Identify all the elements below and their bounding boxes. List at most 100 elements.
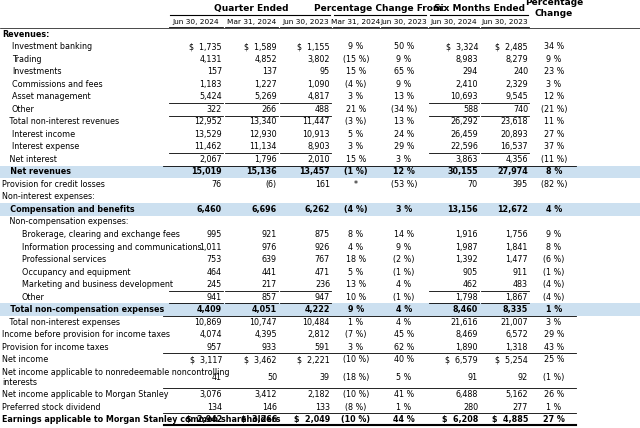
Text: 857: 857 (262, 293, 277, 302)
Text: Jun 30, 2024: Jun 30, 2024 (173, 19, 220, 25)
Text: 1,916: 1,916 (456, 230, 478, 239)
Text: Professional services: Professional services (22, 255, 106, 264)
Text: 3 %: 3 % (348, 143, 364, 152)
Bar (0, 341, 640, 354)
Text: Jun 30, 2024: Jun 30, 2024 (431, 19, 477, 25)
Text: 1,841: 1,841 (506, 243, 528, 252)
Text: 464: 464 (207, 268, 222, 276)
Text: 13,340: 13,340 (250, 117, 277, 126)
Text: 50: 50 (267, 373, 277, 382)
Text: 1,798: 1,798 (456, 293, 478, 302)
Text: 20,893: 20,893 (500, 130, 528, 139)
Text: 95: 95 (320, 67, 330, 76)
Text: 5 %: 5 % (348, 130, 364, 139)
Text: 8,279: 8,279 (505, 55, 528, 64)
Text: Non-interest expenses:: Non-interest expenses: (2, 193, 95, 202)
Text: (10 %): (10 %) (343, 390, 369, 399)
Text: 43 %: 43 % (544, 343, 564, 352)
Text: 947: 947 (315, 293, 330, 302)
Text: $  1,735: $ 1,735 (189, 42, 222, 51)
Text: 22,596: 22,596 (450, 143, 478, 152)
Text: (10 %): (10 %) (343, 355, 369, 364)
Text: 4,222: 4,222 (305, 305, 330, 314)
Bar (0, 316, 640, 328)
Text: Quarter Ended: Quarter Ended (214, 3, 288, 12)
Text: 2,812: 2,812 (307, 330, 330, 339)
Text: 294: 294 (463, 67, 478, 76)
Text: 9 %: 9 % (396, 243, 412, 252)
Text: 277: 277 (513, 403, 528, 412)
Text: 146: 146 (262, 403, 277, 412)
Text: 50 %: 50 % (394, 42, 414, 51)
Text: $  2,221: $ 2,221 (297, 355, 330, 364)
Text: Six Months Ended: Six Months Ended (434, 3, 525, 12)
Text: $  2,942: $ 2,942 (186, 415, 222, 424)
Text: 3,802: 3,802 (307, 55, 330, 64)
Text: 4 %: 4 % (348, 243, 364, 252)
Text: 10,747: 10,747 (250, 318, 277, 327)
Bar (0, 303, 640, 316)
Text: (6 %): (6 %) (543, 255, 564, 264)
Text: 11,447: 11,447 (303, 117, 330, 126)
Text: 15,136: 15,136 (246, 167, 277, 176)
Text: (8 %): (8 %) (346, 403, 367, 412)
Text: 753: 753 (207, 255, 222, 264)
Text: Investments: Investments (12, 67, 61, 76)
Text: 8,983: 8,983 (456, 55, 478, 64)
Text: 5 %: 5 % (348, 268, 364, 276)
Text: 911: 911 (513, 268, 528, 276)
Text: Mar 31, 2024: Mar 31, 2024 (227, 19, 276, 25)
Bar (0, 103, 640, 116)
Text: $  6,208: $ 6,208 (442, 415, 478, 424)
Text: 10,693: 10,693 (451, 92, 478, 101)
Text: 6,572: 6,572 (505, 330, 528, 339)
Text: 25 %: 25 % (544, 355, 564, 364)
Text: 4,409: 4,409 (197, 305, 222, 314)
Text: (4 %): (4 %) (543, 280, 564, 289)
Text: 4 %: 4 % (546, 205, 562, 214)
Text: 12,930: 12,930 (250, 130, 277, 139)
Text: 133: 133 (315, 403, 330, 412)
Text: 41: 41 (212, 373, 222, 382)
Text: 395: 395 (513, 180, 528, 189)
Text: 41 %: 41 % (394, 390, 414, 399)
Text: (10 %): (10 %) (341, 415, 371, 424)
Text: (7 %): (7 %) (345, 330, 367, 339)
Text: 27 %: 27 % (544, 130, 564, 139)
Bar (0, 328, 640, 341)
Text: 2,329: 2,329 (505, 80, 528, 89)
Text: 44 %: 44 % (393, 415, 415, 424)
Text: 4,051: 4,051 (252, 305, 277, 314)
Text: (1 %): (1 %) (394, 268, 415, 276)
Text: 1,796: 1,796 (254, 155, 277, 164)
Text: (4 %): (4 %) (346, 80, 367, 89)
Text: $  3,266: $ 3,266 (241, 415, 277, 424)
Text: Net income applicable to Morgan Stanley: Net income applicable to Morgan Stanley (2, 390, 168, 399)
Text: (15 %): (15 %) (343, 55, 369, 64)
Text: 8,903: 8,903 (307, 143, 330, 152)
Text: 11,462: 11,462 (195, 143, 222, 152)
Bar (0, 116, 640, 128)
Text: 1,867: 1,867 (506, 293, 528, 302)
Text: (2 %): (2 %) (393, 255, 415, 264)
Bar (0, 203, 640, 216)
Text: 5 %: 5 % (396, 373, 412, 382)
Bar (0, 28, 640, 41)
Text: 12,672: 12,672 (497, 205, 528, 214)
Text: Information processing and communications: Information processing and communication… (22, 243, 202, 252)
Text: Jun 30, 2023: Jun 30, 2023 (482, 19, 528, 25)
Text: 4,395: 4,395 (254, 330, 277, 339)
Text: 13,156: 13,156 (447, 205, 478, 214)
Text: 1,227: 1,227 (254, 80, 277, 89)
Text: Marketing and business development: Marketing and business development (22, 280, 173, 289)
Bar (0, 178, 640, 191)
Text: 34 %: 34 % (544, 42, 564, 51)
Bar (0, 241, 640, 253)
Text: 3 %: 3 % (396, 205, 412, 214)
Text: interests: interests (2, 377, 37, 386)
Text: 740: 740 (513, 105, 528, 114)
Text: Brokerage, clearing and exchange fees: Brokerage, clearing and exchange fees (22, 230, 180, 239)
Text: Net interest: Net interest (2, 155, 57, 164)
Text: Non-compensation expenses:: Non-compensation expenses: (2, 217, 129, 226)
Bar (0, 413, 640, 426)
